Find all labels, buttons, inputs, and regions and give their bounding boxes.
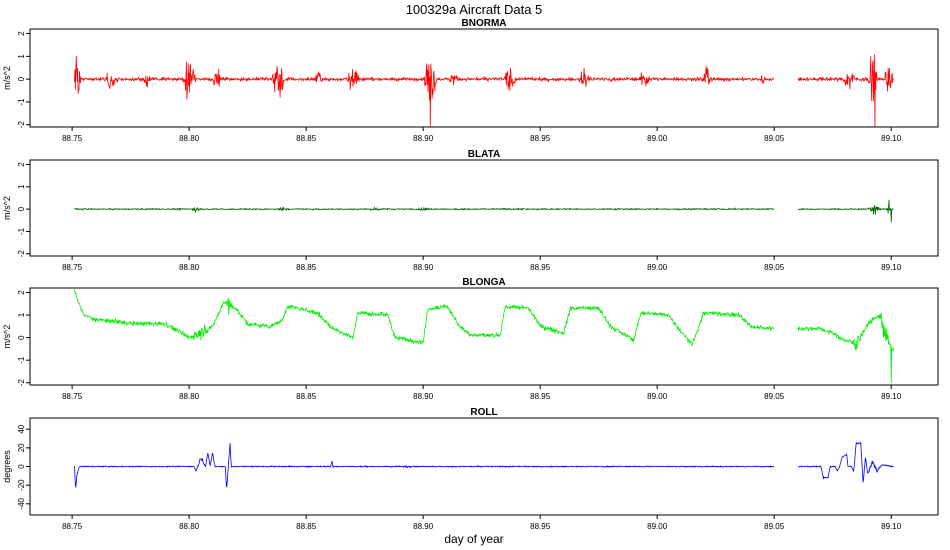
blonga-y-tick-label: -1 <box>17 356 26 364</box>
roll-x-tick-label: 89.10 <box>881 522 902 531</box>
bnorma-x-tick-label: 88.90 <box>413 134 434 143</box>
blonga-x-tick-label: 88.80 <box>179 392 200 401</box>
blata-y-tick-label: 2 <box>17 162 26 167</box>
roll-y-tick-label: -20 <box>17 479 26 491</box>
roll-panel: ROLL degrees 88.75 88.80 88.85 88.90 88.95 89.0… <box>2 407 939 531</box>
blonga-x-tick-label: 88.85 <box>296 392 317 401</box>
blata-x-tick-label: 88.75 <box>62 263 83 272</box>
blata-y-label: m/s^2 <box>2 196 12 220</box>
blonga-plot-frame <box>29 287 939 386</box>
bnorma-title: BNORMA <box>462 18 507 29</box>
roll-x-tick-label: 88.90 <box>413 522 434 531</box>
roll-series-line <box>74 441 894 488</box>
bnorma-y-tick-label: -1 <box>17 98 26 106</box>
roll-y-label: degrees <box>2 450 12 483</box>
blonga-y-tick-label: 2 <box>17 290 26 295</box>
bnorma-panel: BNORMA m/s^2 88.75 88.80 88.85 88.90 88.95 89.0… <box>2 18 939 143</box>
blonga-y-tick-label: 0 <box>17 335 26 340</box>
blonga-y-tick-label: -2 <box>17 379 26 387</box>
blata-x-tick-label: 89.10 <box>881 263 902 272</box>
blata-x-tick-label: 89.05 <box>764 263 785 272</box>
blata-x-tick-label: 89.00 <box>647 263 668 272</box>
chart-panels: BNORMA m/s^2 88.75 88.80 88.85 88.90 88.95 89.0… <box>2 18 939 531</box>
bnorma-y-tick-label: 2 <box>17 31 26 36</box>
blonga-y-tick-label: 1 <box>17 312 26 317</box>
blonga-x-tick-label: 89.00 <box>647 392 668 401</box>
roll-x-tick-label: 89.00 <box>647 522 668 531</box>
bnorma-y-tick-label: 0 <box>17 76 26 81</box>
roll-x-tick-label: 88.95 <box>530 522 551 531</box>
blata-y-tick-label: 1 <box>17 184 26 189</box>
blata-x-tick-label: 88.80 <box>179 263 200 272</box>
roll-y-tick-label: 40 <box>17 424 26 433</box>
blata-y-tick-label: 0 <box>17 206 26 211</box>
blata-x-tick-label: 88.95 <box>530 263 551 272</box>
bnorma-y-label: m/s^2 <box>2 66 12 90</box>
roll-x-tick-label: 88.85 <box>296 522 317 531</box>
blonga-x-tick-label: 89.10 <box>881 392 902 401</box>
blata-x-tick-label: 88.90 <box>413 263 434 272</box>
figure-title: 100329a Aircraft Data 5 <box>406 2 543 17</box>
blata-series-line <box>74 199 894 223</box>
bnorma-y-tick-label: 1 <box>17 54 26 59</box>
bnorma-x-tick-label: 89.05 <box>764 134 785 143</box>
blata-panel: BLATA m/s^2 88.75 88.80 88.85 88.90 88.95 89.00… <box>2 149 939 272</box>
roll-x-tick-label: 88.80 <box>179 522 200 531</box>
blata-plot-frame <box>29 159 939 257</box>
bnorma-plot-frame <box>29 28 939 128</box>
roll-x-tick-label: 89.05 <box>764 522 785 531</box>
roll-y-tick-label: -40 <box>17 497 26 509</box>
blonga-x-tick-label: 88.90 <box>413 392 434 401</box>
blonga-series-line <box>74 289 894 383</box>
bnorma-x-tick-label: 88.85 <box>296 134 317 143</box>
blata-x-tick-label: 88.85 <box>296 263 317 272</box>
blonga-y-label: m/s^2 <box>2 325 12 349</box>
roll-title: ROLL <box>470 407 497 418</box>
bnorma-y-tick-label: -2 <box>17 121 26 129</box>
bnorma-x-tick-label: 88.95 <box>530 134 551 143</box>
blata-y-tick-label: -2 <box>17 250 26 258</box>
roll-y-tick-label: 0 <box>17 464 26 469</box>
blonga-x-tick-label: 88.95 <box>530 392 551 401</box>
bnorma-x-tick-label: 89.10 <box>881 134 902 143</box>
bnorma-x-tick-label: 89.00 <box>647 134 668 143</box>
bnorma-x-tick-label: 88.80 <box>179 134 200 143</box>
blonga-x-tick-label: 89.05 <box>764 392 785 401</box>
blonga-x-tick-label: 88.75 <box>62 392 83 401</box>
blonga-title: BLONGA <box>462 277 505 288</box>
x-axis-label: day of year <box>444 532 503 546</box>
blata-title: BLATA <box>468 149 500 160</box>
roll-y-tick-label: 20 <box>17 443 26 452</box>
blonga-panel: BLONGA m/s^2 88.75 88.80 88.85 88.90 88.95 89.0… <box>2 277 939 401</box>
bnorma-x-tick-label: 88.75 <box>62 134 83 143</box>
roll-x-tick-label: 88.75 <box>62 522 83 531</box>
blata-y-tick-label: -1 <box>17 227 26 235</box>
bnorma-series-line <box>74 54 894 127</box>
